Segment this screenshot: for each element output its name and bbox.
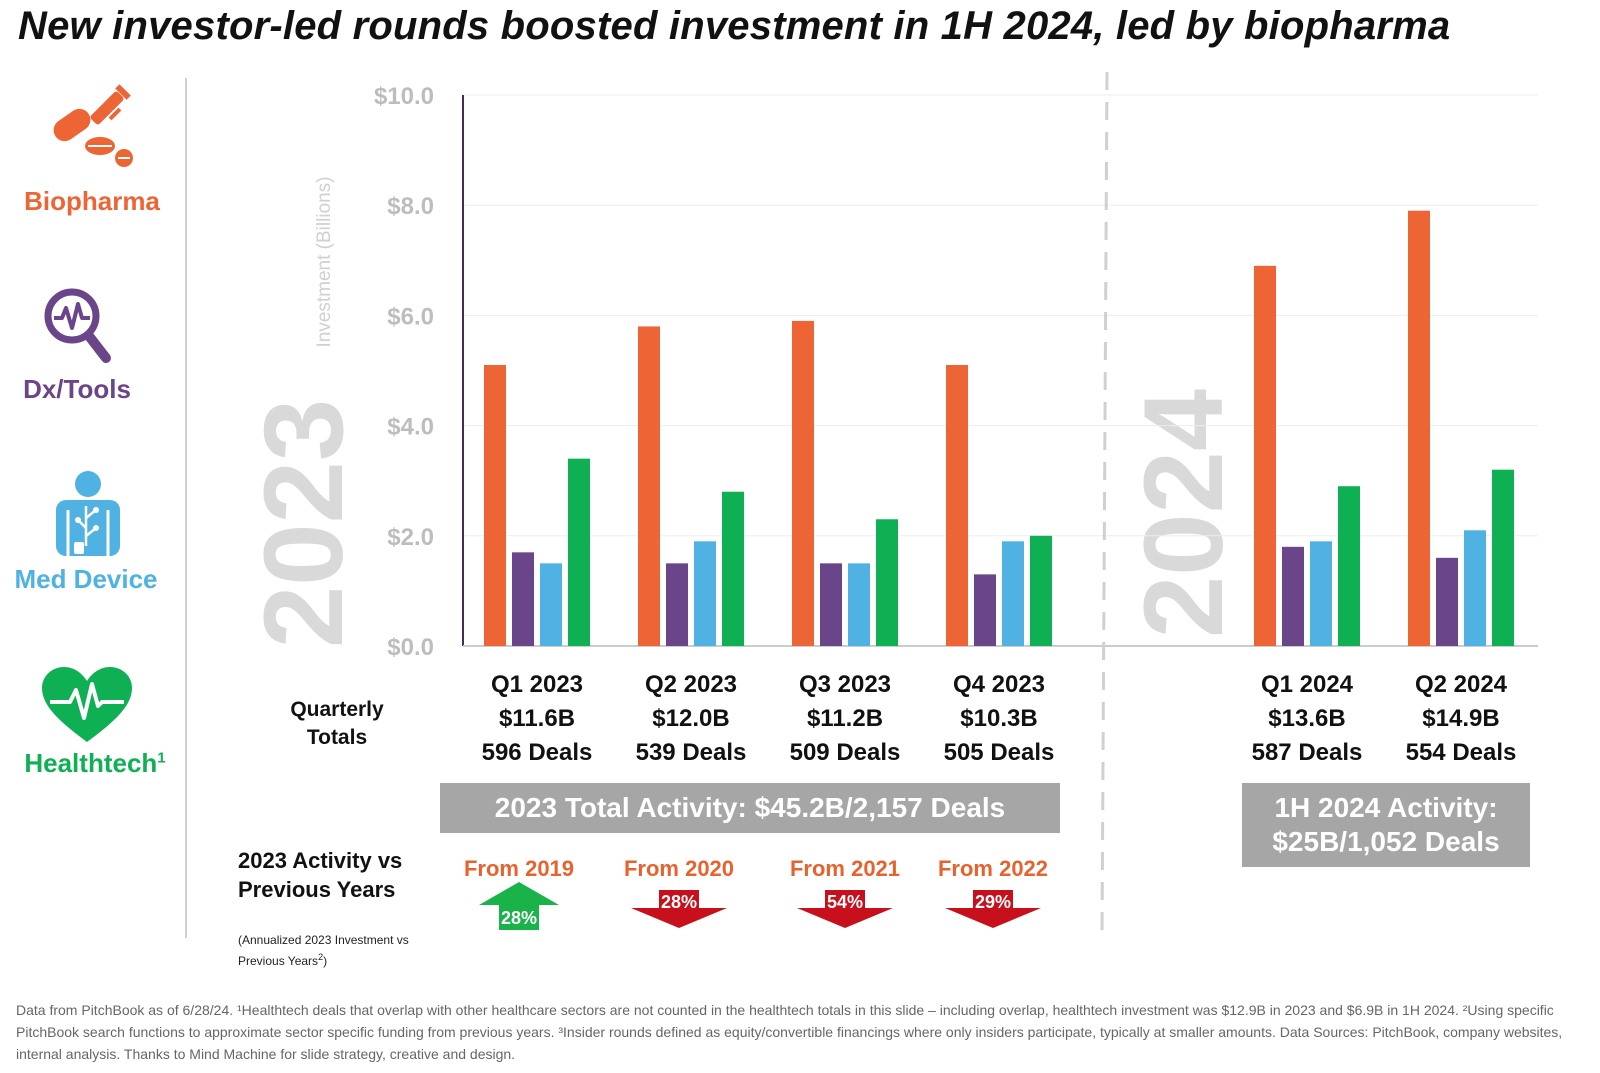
- sector-label-text: Dx/Tools: [23, 374, 131, 404]
- footnote: Data from PitchBook as of 6/28/24. ¹Heal…: [16, 1002, 1563, 1062]
- total-activity-2023: 2023 Total Activity: $45.2B/2,157 Deals: [440, 783, 1060, 833]
- heart-pulse-icon: [42, 667, 132, 742]
- quarter-total-deals: 587 Deals: [1251, 739, 1363, 766]
- bar-dxtools-2: [666, 563, 688, 646]
- bar-biopharma-5: [1254, 265, 1276, 646]
- sector-label-healthtech: Healthtech1: [0, 748, 190, 779]
- comparison-percent: 28%: [501, 908, 537, 928]
- comparison-label: From 2020: [623, 856, 735, 881]
- bar-meddevice-2: [694, 541, 716, 646]
- sector-label-biopharma: Biopharma: [0, 186, 187, 217]
- bar-meddevice-3: [848, 563, 870, 646]
- quarterly-totals-label: Quarterly Totals: [290, 698, 384, 749]
- year-separator: [1100, 71, 1109, 936]
- person-device-icon: [56, 471, 120, 556]
- arrow-up-icon: [479, 882, 559, 930]
- bar-healthtech-4: [1030, 535, 1052, 646]
- bar-dxtools-5: [1282, 546, 1304, 646]
- quarter-total-total: $11.6B: [498, 705, 576, 732]
- bar-biopharma-1: [484, 364, 506, 646]
- total-activity-1h-2024-line1: 1H 2024 Activity:: [1274, 792, 1498, 823]
- total-activity-1h-2024: 1H 2024 Activity: $25B/1,052 Deals: [1242, 783, 1530, 867]
- arrow-down-icon: [945, 890, 1041, 928]
- bar-dxtools-4: [974, 574, 996, 646]
- quarter-total-deals: 505 Deals: [943, 739, 1055, 766]
- bar-biopharma-2: [638, 326, 660, 646]
- y-tick-label: $6.0: [387, 303, 434, 330]
- pills-syringe-icon: [53, 84, 133, 167]
- y-tick-label: $4.0: [387, 414, 434, 441]
- arrow-down-icon: [631, 890, 727, 928]
- quarter-total: Q2 2023 $12.0B 539 Deals: [616, 668, 766, 770]
- bar-meddevice-4: [1002, 541, 1024, 646]
- quarter-total-deals: 596 Deals: [481, 739, 593, 766]
- activity-sublabel-text: (Annualized 2023 Investment vs Previous …: [238, 933, 409, 968]
- activity-sublabel-end: ): [323, 954, 328, 968]
- quarter-total-total: $14.9B: [1422, 705, 1500, 732]
- y-axis-label: Investment (Billions): [314, 176, 335, 347]
- footnote-marker: 1: [157, 749, 166, 767]
- page-title: New investor-led rounds boosted investme…: [18, 4, 1451, 48]
- quarter-total: Q4 2023 $10.3B 505 Deals: [924, 668, 1074, 770]
- activity-comparison-sublabel: (Annualized 2023 Investment vs Previous …: [238, 932, 438, 970]
- quarter-total-total: $13.6B: [1268, 705, 1346, 732]
- total-activity-1h-2024-line2: $25B/1,052 Deals: [1272, 826, 1500, 857]
- comparison-label: From 2019: [463, 856, 575, 881]
- sector-label-dxtools: Dx/Tools: [0, 374, 172, 405]
- quarter-total-total: $10.3B: [960, 705, 1038, 732]
- quarter-total-quarter: Q2 2024: [1414, 671, 1508, 698]
- sector-label-text: Biopharma: [24, 186, 160, 216]
- footnote-marker: 2: [318, 952, 324, 962]
- bar-dxtools-6: [1436, 557, 1458, 646]
- activity-comparison-label: 2023 Activity vs Previous Years: [238, 848, 403, 902]
- bar-healthtech-3: [876, 519, 898, 646]
- bar-healthtech-6: [1492, 469, 1514, 646]
- bar-biopharma-6: [1408, 210, 1430, 646]
- arrow-down-icon: [797, 890, 893, 928]
- sector-label-text: Med Device: [14, 564, 158, 594]
- quarter-total-deals: 554 Deals: [1405, 739, 1517, 766]
- comparison-label: From 2022: [937, 856, 1049, 881]
- bar-healthtech-1: [568, 458, 590, 646]
- quarter-total-quarter: Q1 2023: [490, 671, 584, 698]
- bar-healthtech-2: [722, 491, 744, 646]
- sector-label-text: Healthtech: [24, 748, 158, 778]
- bar-meddevice-1: [540, 563, 562, 646]
- quarter-total-quarter: Q3 2023: [798, 671, 892, 698]
- sector-label-meddevice: Med Device: [0, 564, 181, 595]
- quarter-total-total: $11.2B: [806, 705, 884, 732]
- quarter-total: Q1 2024 $13.6B 587 Deals: [1232, 668, 1382, 770]
- quarter-total: Q3 2023 $11.2B 509 Deals: [770, 668, 920, 770]
- quarter-total-deals: 509 Deals: [789, 739, 901, 766]
- legend-divider: [185, 78, 187, 938]
- quarter-total: Q2 2024 $14.9B 554 Deals: [1386, 668, 1536, 770]
- comparison-percent: 28%: [661, 892, 697, 912]
- bar-dxtools-1: [512, 552, 534, 646]
- year-label-2023: 2023: [241, 399, 366, 648]
- bar-dxtools-3: [820, 563, 842, 646]
- y-tick-label: $0.0: [387, 634, 434, 661]
- y-tick-label: $10.0: [374, 83, 434, 110]
- year-label-2024: 2024: [1121, 389, 1246, 638]
- magnifier-pulse-icon: [44, 288, 111, 363]
- quarter-total-quarter: Q4 2023: [952, 671, 1046, 698]
- quarter-total-deals: 539 Deals: [635, 739, 747, 766]
- bar-healthtech-5: [1338, 486, 1360, 646]
- quarter-total-quarter: Q1 2024: [1260, 671, 1354, 698]
- bar-meddevice-5: [1310, 541, 1332, 646]
- bar-meddevice-6: [1464, 530, 1486, 646]
- y-tick-label: $8.0: [387, 193, 434, 220]
- bar-biopharma-4: [946, 364, 968, 646]
- y-tick-label: $2.0: [387, 524, 434, 551]
- quarter-total: Q1 2023 $11.6B 596 Deals: [462, 668, 612, 770]
- quarter-total-total: $12.0B: [652, 705, 730, 732]
- quarter-total-quarter: Q2 2023: [644, 671, 738, 698]
- comparison-percent: 29%: [975, 892, 1011, 912]
- comparison-label: From 2021: [789, 856, 901, 881]
- comparison-percent: 54%: [827, 892, 863, 912]
- bar-biopharma-3: [792, 320, 814, 646]
